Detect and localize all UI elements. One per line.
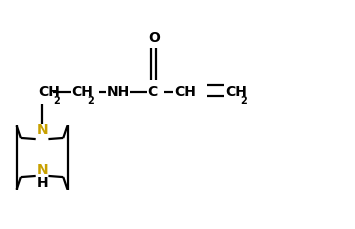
Text: N: N	[36, 123, 48, 137]
Text: CH: CH	[38, 85, 60, 99]
Text: 2: 2	[53, 96, 60, 106]
Text: H: H	[36, 177, 48, 191]
Text: C: C	[147, 85, 158, 99]
Text: CH: CH	[225, 85, 247, 99]
Text: O: O	[148, 31, 160, 45]
Text: N: N	[36, 163, 48, 177]
Text: CH: CH	[71, 85, 93, 99]
Text: 2: 2	[240, 96, 247, 106]
Text: CH: CH	[174, 85, 196, 99]
Text: NH: NH	[107, 85, 130, 99]
Text: 2: 2	[87, 96, 94, 106]
